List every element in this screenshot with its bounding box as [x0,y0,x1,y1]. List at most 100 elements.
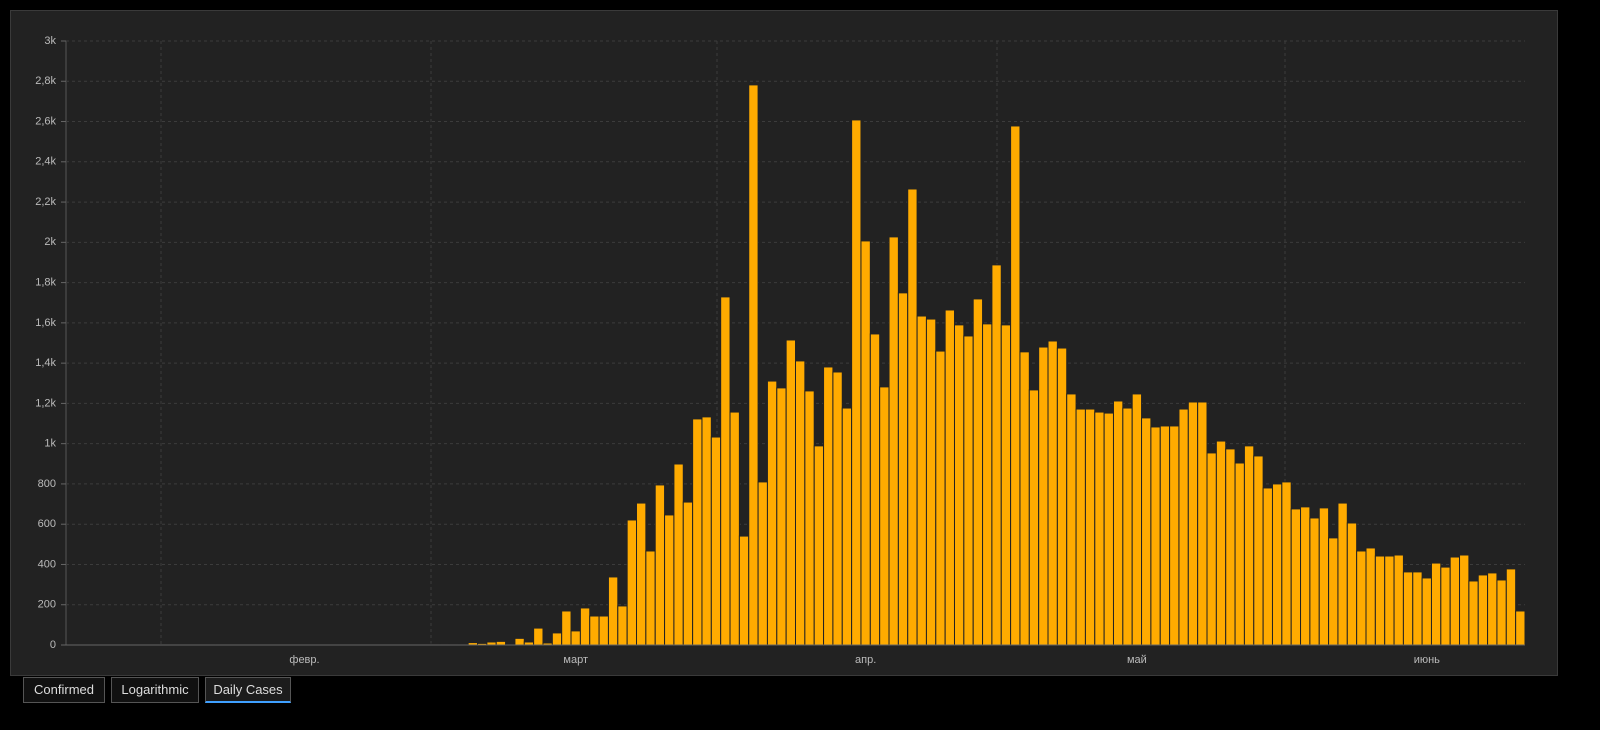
bar [916,315,927,646]
y-tick-label: 1,2k [35,397,56,409]
bar [1225,448,1236,646]
tab-button[interactable]: Confirmed [23,677,105,703]
bar [626,519,638,646]
bar [869,333,881,646]
bar [514,637,525,646]
bar [1094,411,1105,646]
bar [1374,555,1386,646]
bar [1178,408,1189,646]
bar [1215,440,1227,646]
bar [1477,574,1489,646]
bar [1150,426,1161,646]
bar [551,632,563,646]
bar [1281,481,1292,646]
bar [925,318,937,646]
bar [1459,554,1470,646]
bar [879,386,890,646]
bar [1356,550,1367,646]
bar [607,576,619,646]
bar [617,605,628,646]
tab-button[interactable]: Logarithmic [111,677,199,703]
bar [673,463,684,646]
bar [1468,580,1479,646]
bar [748,84,759,646]
bar [897,292,909,646]
y-tick-label: 1,8k [35,277,56,289]
bar [841,407,853,646]
y-tick-label: 0 [50,639,56,651]
bar [935,350,946,646]
bar [1056,347,1068,646]
bar [636,502,647,646]
bar [860,240,871,646]
y-tick-label: 400 [38,558,56,570]
bar [682,501,694,646]
tab-button[interactable]: Daily Cases [205,677,291,703]
bar [561,610,572,646]
bar [1047,340,1058,646]
bar [579,607,591,646]
bar [1346,522,1358,646]
y-tick-label: 2k [44,236,56,248]
bar [991,264,1002,646]
y-tick-label: 200 [38,599,56,611]
bar [1496,579,1507,646]
bar [851,119,862,646]
bar [1028,389,1040,646]
bar [1430,562,1442,646]
bar [1187,401,1199,646]
bar [1393,554,1404,646]
bar [1505,568,1517,646]
bar [1365,547,1376,646]
bar [1169,425,1180,646]
chart: 0 200 400 600 800 1k 1,2k 1,4k 1,6k 1,8k 2k 2,2k 2,4… [35,35,1526,666]
bar [757,481,768,646]
bar [1122,407,1133,646]
bar [570,630,581,646]
bar [1487,572,1498,646]
y-tick-label: 2,6k [35,115,56,127]
bar [1290,508,1302,646]
bar [963,335,974,646]
bar [1234,462,1245,646]
bar [1141,417,1152,646]
bar [766,380,778,646]
bar [729,411,740,646]
bar [1131,393,1143,646]
bar [823,366,834,646]
bar [1515,610,1526,646]
bar [785,339,797,646]
bar [1038,346,1049,646]
bar [1066,393,1077,646]
bar [813,445,825,646]
bar [692,418,703,646]
x-tick-label: апр. [855,654,876,666]
y-tick-label: 2,8k [35,75,56,87]
bar [1112,400,1124,646]
bar [645,550,656,646]
bar [1159,425,1171,646]
bar [1402,571,1414,646]
bar [1309,517,1320,646]
y-tick-label: 1,6k [35,317,56,329]
bar [1328,537,1339,646]
bar [654,484,666,646]
bar [1271,483,1283,646]
bar [1337,502,1348,646]
bar [1253,455,1264,646]
x-tick-label: май [1127,654,1147,666]
bar [1243,445,1255,646]
bar [1384,555,1395,646]
bar [776,387,787,646]
y-tick-label: 800 [38,478,56,490]
bar [598,615,609,646]
bar [907,188,918,646]
bar [982,323,993,646]
y-tick-label: 1,4k [35,357,56,369]
bar [1206,452,1217,646]
y-tick-label: 600 [38,518,56,530]
bar [1449,556,1461,646]
y-tick-label: 2,4k [35,156,56,168]
bar [664,514,675,646]
bar [832,371,843,646]
